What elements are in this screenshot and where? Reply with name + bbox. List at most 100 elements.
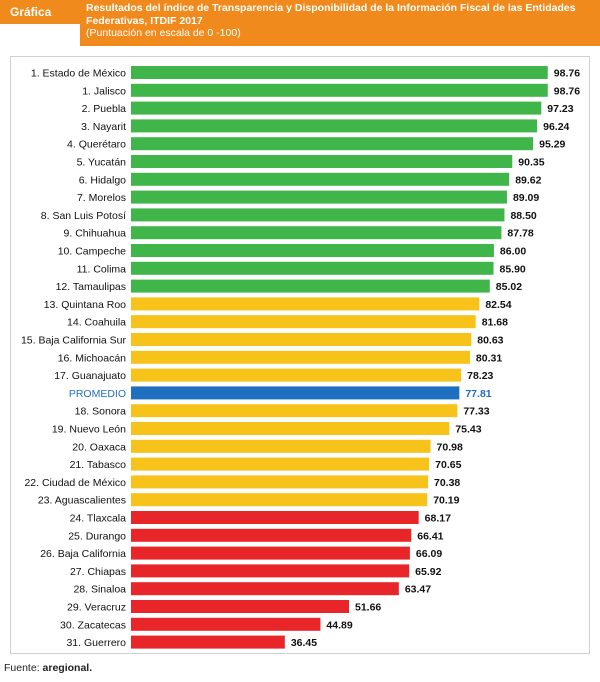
value-label: 97.23 bbox=[547, 103, 573, 115]
category-label: 30. Zacatecas bbox=[60, 619, 126, 631]
value-label: 75.43 bbox=[455, 424, 481, 436]
bar bbox=[131, 66, 548, 79]
value-label: 82.54 bbox=[485, 299, 511, 311]
bar bbox=[131, 386, 460, 400]
category-label: 31. Guerrero bbox=[66, 637, 126, 649]
value-label: 70.19 bbox=[433, 495, 459, 507]
category-label: 8. San Luis Potosí bbox=[41, 210, 126, 222]
value-label: 70.38 bbox=[434, 477, 460, 489]
bar bbox=[131, 350, 470, 364]
chart-title: Resultados del índice de Transparencia y… bbox=[86, 2, 576, 27]
bar bbox=[131, 564, 410, 578]
category-label: 27. Chiapas bbox=[70, 566, 126, 578]
bar bbox=[131, 297, 480, 311]
chart-frame: 1. Estado de México 98.76 1. Jalisco 98.76 2… bbox=[10, 56, 590, 654]
value-label: 66.41 bbox=[417, 530, 443, 542]
category-label: 23. Aguascalientes bbox=[38, 495, 126, 507]
bar bbox=[131, 190, 507, 204]
category-label: 22. Ciudad de México bbox=[24, 477, 126, 489]
category-label: 28. Sinaloa bbox=[73, 584, 126, 596]
bar bbox=[131, 155, 513, 168]
value-label: 81.68 bbox=[482, 317, 508, 329]
bar bbox=[131, 315, 476, 329]
value-label: 80.63 bbox=[477, 335, 503, 347]
category-label: 25. Durango bbox=[68, 530, 126, 542]
category-label: 20. Oaxaca bbox=[72, 441, 126, 453]
chart-title-block: Resultados del índice de Transparencia y… bbox=[86, 2, 596, 40]
value-label: 85.90 bbox=[499, 263, 525, 275]
value-label: 68.17 bbox=[425, 513, 451, 525]
bar bbox=[131, 475, 429, 489]
source-label: Fuente: bbox=[4, 662, 40, 674]
value-label: 70.98 bbox=[437, 441, 463, 453]
value-label: 70.65 bbox=[435, 459, 461, 471]
category-label: 24. Tlaxcala bbox=[70, 513, 127, 525]
category-label: 9. Chihuahua bbox=[64, 228, 127, 240]
bar bbox=[131, 635, 285, 649]
bar bbox=[131, 422, 450, 435]
category-label: 21. Tabasco bbox=[70, 459, 127, 471]
category-label: 14. Coahuila bbox=[67, 317, 126, 329]
category-label: 4. Querétaro bbox=[67, 139, 126, 151]
bar bbox=[131, 439, 431, 453]
bar bbox=[131, 546, 410, 560]
value-label: 44.89 bbox=[326, 619, 352, 631]
category-label: 10. Campeche bbox=[58, 246, 126, 258]
bar bbox=[131, 404, 458, 418]
value-label: 87.78 bbox=[507, 228, 533, 240]
value-label: 98.76 bbox=[554, 85, 580, 97]
bar bbox=[131, 279, 490, 293]
category-label: 29. Veracruz bbox=[67, 602, 126, 614]
value-label: 90.35 bbox=[518, 157, 544, 169]
bar bbox=[131, 600, 350, 613]
value-label: 89.09 bbox=[513, 192, 539, 204]
category-label: 6. Hidalgo bbox=[79, 174, 126, 186]
category-label: 1. Jalisco bbox=[82, 85, 126, 97]
bar bbox=[131, 83, 548, 97]
bar bbox=[131, 582, 399, 596]
category-label: 5. Yucatán bbox=[77, 157, 127, 169]
category-label: 19. Nuevo León bbox=[52, 424, 126, 436]
category-label: 2. Puebla bbox=[82, 103, 127, 115]
chart-subtitle: (Puntuación en escala de 0 -100) bbox=[86, 27, 241, 39]
value-label: 89.62 bbox=[515, 174, 541, 186]
source-note: Fuente: aregional. bbox=[4, 662, 92, 674]
bar bbox=[131, 333, 472, 346]
bar bbox=[131, 528, 412, 542]
bar-chart: 1. Estado de México 98.76 1. Jalisco 98.76 2… bbox=[21, 66, 580, 649]
bar bbox=[131, 368, 462, 382]
figure-tag: Gráfica bbox=[0, 0, 80, 24]
category-label: 3. Nayarit bbox=[81, 121, 126, 133]
value-label: 77.81 bbox=[465, 388, 491, 400]
category-label: 1. Estado de México bbox=[31, 68, 126, 80]
bar bbox=[131, 244, 494, 257]
category-label: 18. Sonora bbox=[75, 406, 127, 418]
value-label: 36.45 bbox=[291, 637, 317, 649]
bar bbox=[131, 493, 428, 507]
tag-strip bbox=[0, 24, 80, 46]
bar bbox=[131, 119, 538, 133]
category-label: 16. Michoacán bbox=[58, 352, 126, 364]
bar bbox=[131, 457, 430, 471]
category-label: 15. Baja California Sur bbox=[21, 335, 127, 347]
value-label: 80.31 bbox=[476, 352, 502, 364]
bar bbox=[131, 226, 502, 240]
value-label: 86.00 bbox=[500, 246, 526, 258]
value-label: 95.29 bbox=[539, 139, 565, 151]
category-label: PROMEDIO bbox=[69, 388, 126, 400]
bar bbox=[131, 101, 542, 115]
category-label: 26. Baja California bbox=[40, 548, 126, 560]
category-label: 11. Colima bbox=[77, 263, 127, 275]
value-label: 98.76 bbox=[554, 68, 580, 80]
bar bbox=[131, 261, 494, 275]
value-label: 77.33 bbox=[463, 406, 489, 418]
value-label: 85.02 bbox=[496, 281, 522, 293]
bar bbox=[131, 511, 419, 524]
value-label: 63.47 bbox=[405, 584, 431, 596]
value-label: 96.24 bbox=[543, 121, 569, 133]
bar bbox=[131, 137, 534, 151]
value-label: 66.09 bbox=[416, 548, 442, 560]
value-label: 65.92 bbox=[415, 566, 441, 578]
category-label: 13. Quintana Roo bbox=[44, 299, 126, 311]
category-label: 17. Guanajuato bbox=[54, 370, 126, 382]
